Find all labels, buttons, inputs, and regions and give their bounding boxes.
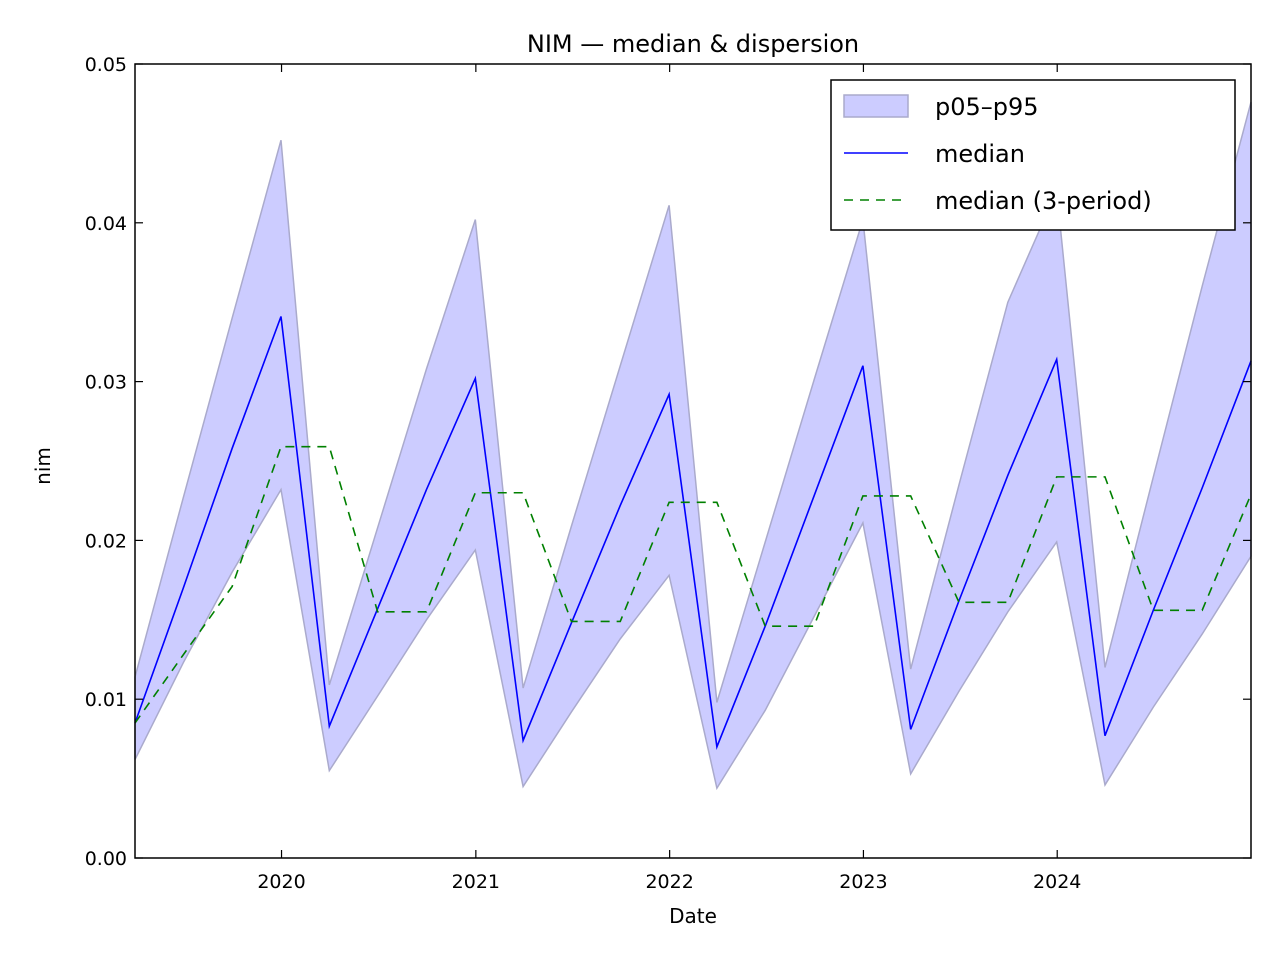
y-tick-label: 0.03 — [85, 372, 127, 394]
x-tick-label: 2020 — [257, 871, 305, 893]
legend-label-median: median — [935, 140, 1025, 168]
y-tick-label: 0.04 — [85, 213, 127, 235]
y-tick-label: 0.00 — [85, 848, 127, 870]
median-line — [134, 316, 1252, 750]
chart-title: NIM — median & dispersion — [527, 30, 859, 58]
x-tick-label: 2024 — [1033, 871, 1081, 893]
y-tick-label: 0.01 — [85, 689, 127, 711]
x-tick-label: 2022 — [645, 871, 693, 893]
median-3-period-line — [134, 445, 1252, 724]
x-axis-label: Date — [669, 904, 717, 928]
legend-label-band: p05–p95 — [935, 93, 1039, 121]
x-tick-label: 2023 — [839, 871, 887, 893]
legend-label-rolling: median (3-period) — [935, 187, 1152, 215]
legend-swatch-band — [843, 94, 909, 118]
y-axis-label: nim — [31, 447, 55, 485]
axis-ticks: 2020 2021 2022 2023 2024 0.00 0.01 0.02 0.03 0.04… — [85, 54, 1251, 893]
y-tick-label: 0.05 — [85, 54, 127, 76]
legend: p05–p95 median median (3-period) — [830, 79, 1236, 231]
plot-frame — [134, 63, 1252, 859]
y-tick-label: 0.02 — [85, 530, 127, 552]
x-tick-label: 2021 — [452, 871, 500, 893]
